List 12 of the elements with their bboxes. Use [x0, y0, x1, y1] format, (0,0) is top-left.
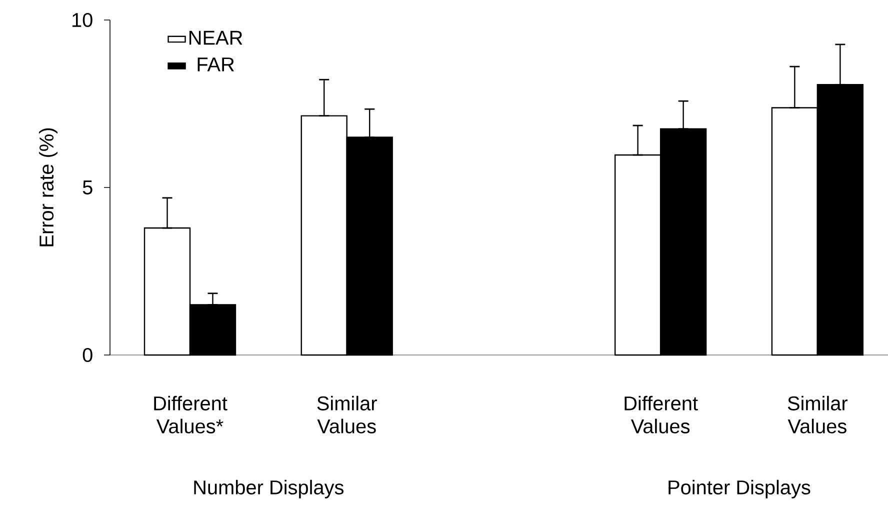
text: Pointer Displays — [668, 480, 810, 498]
legend-label: FAR — [198, 58, 234, 72]
text: Number Displays — [194, 480, 344, 498]
y-axis-title: Error rate (%) — [38, 128, 58, 246]
y-tick-label: 10 — [72, 12, 92, 28]
legend-label: NEAR — [189, 30, 242, 45]
x-tick-label: Different Values* — [154, 396, 228, 434]
y-tick-label: 0 — [82, 348, 92, 362]
y-tick-label: 5 — [82, 180, 92, 194]
x-tick-label: Similar Values — [317, 396, 377, 434]
x-tick-label: Different Values — [624, 396, 698, 434]
x-tick-label: Similar Values — [788, 396, 848, 434]
